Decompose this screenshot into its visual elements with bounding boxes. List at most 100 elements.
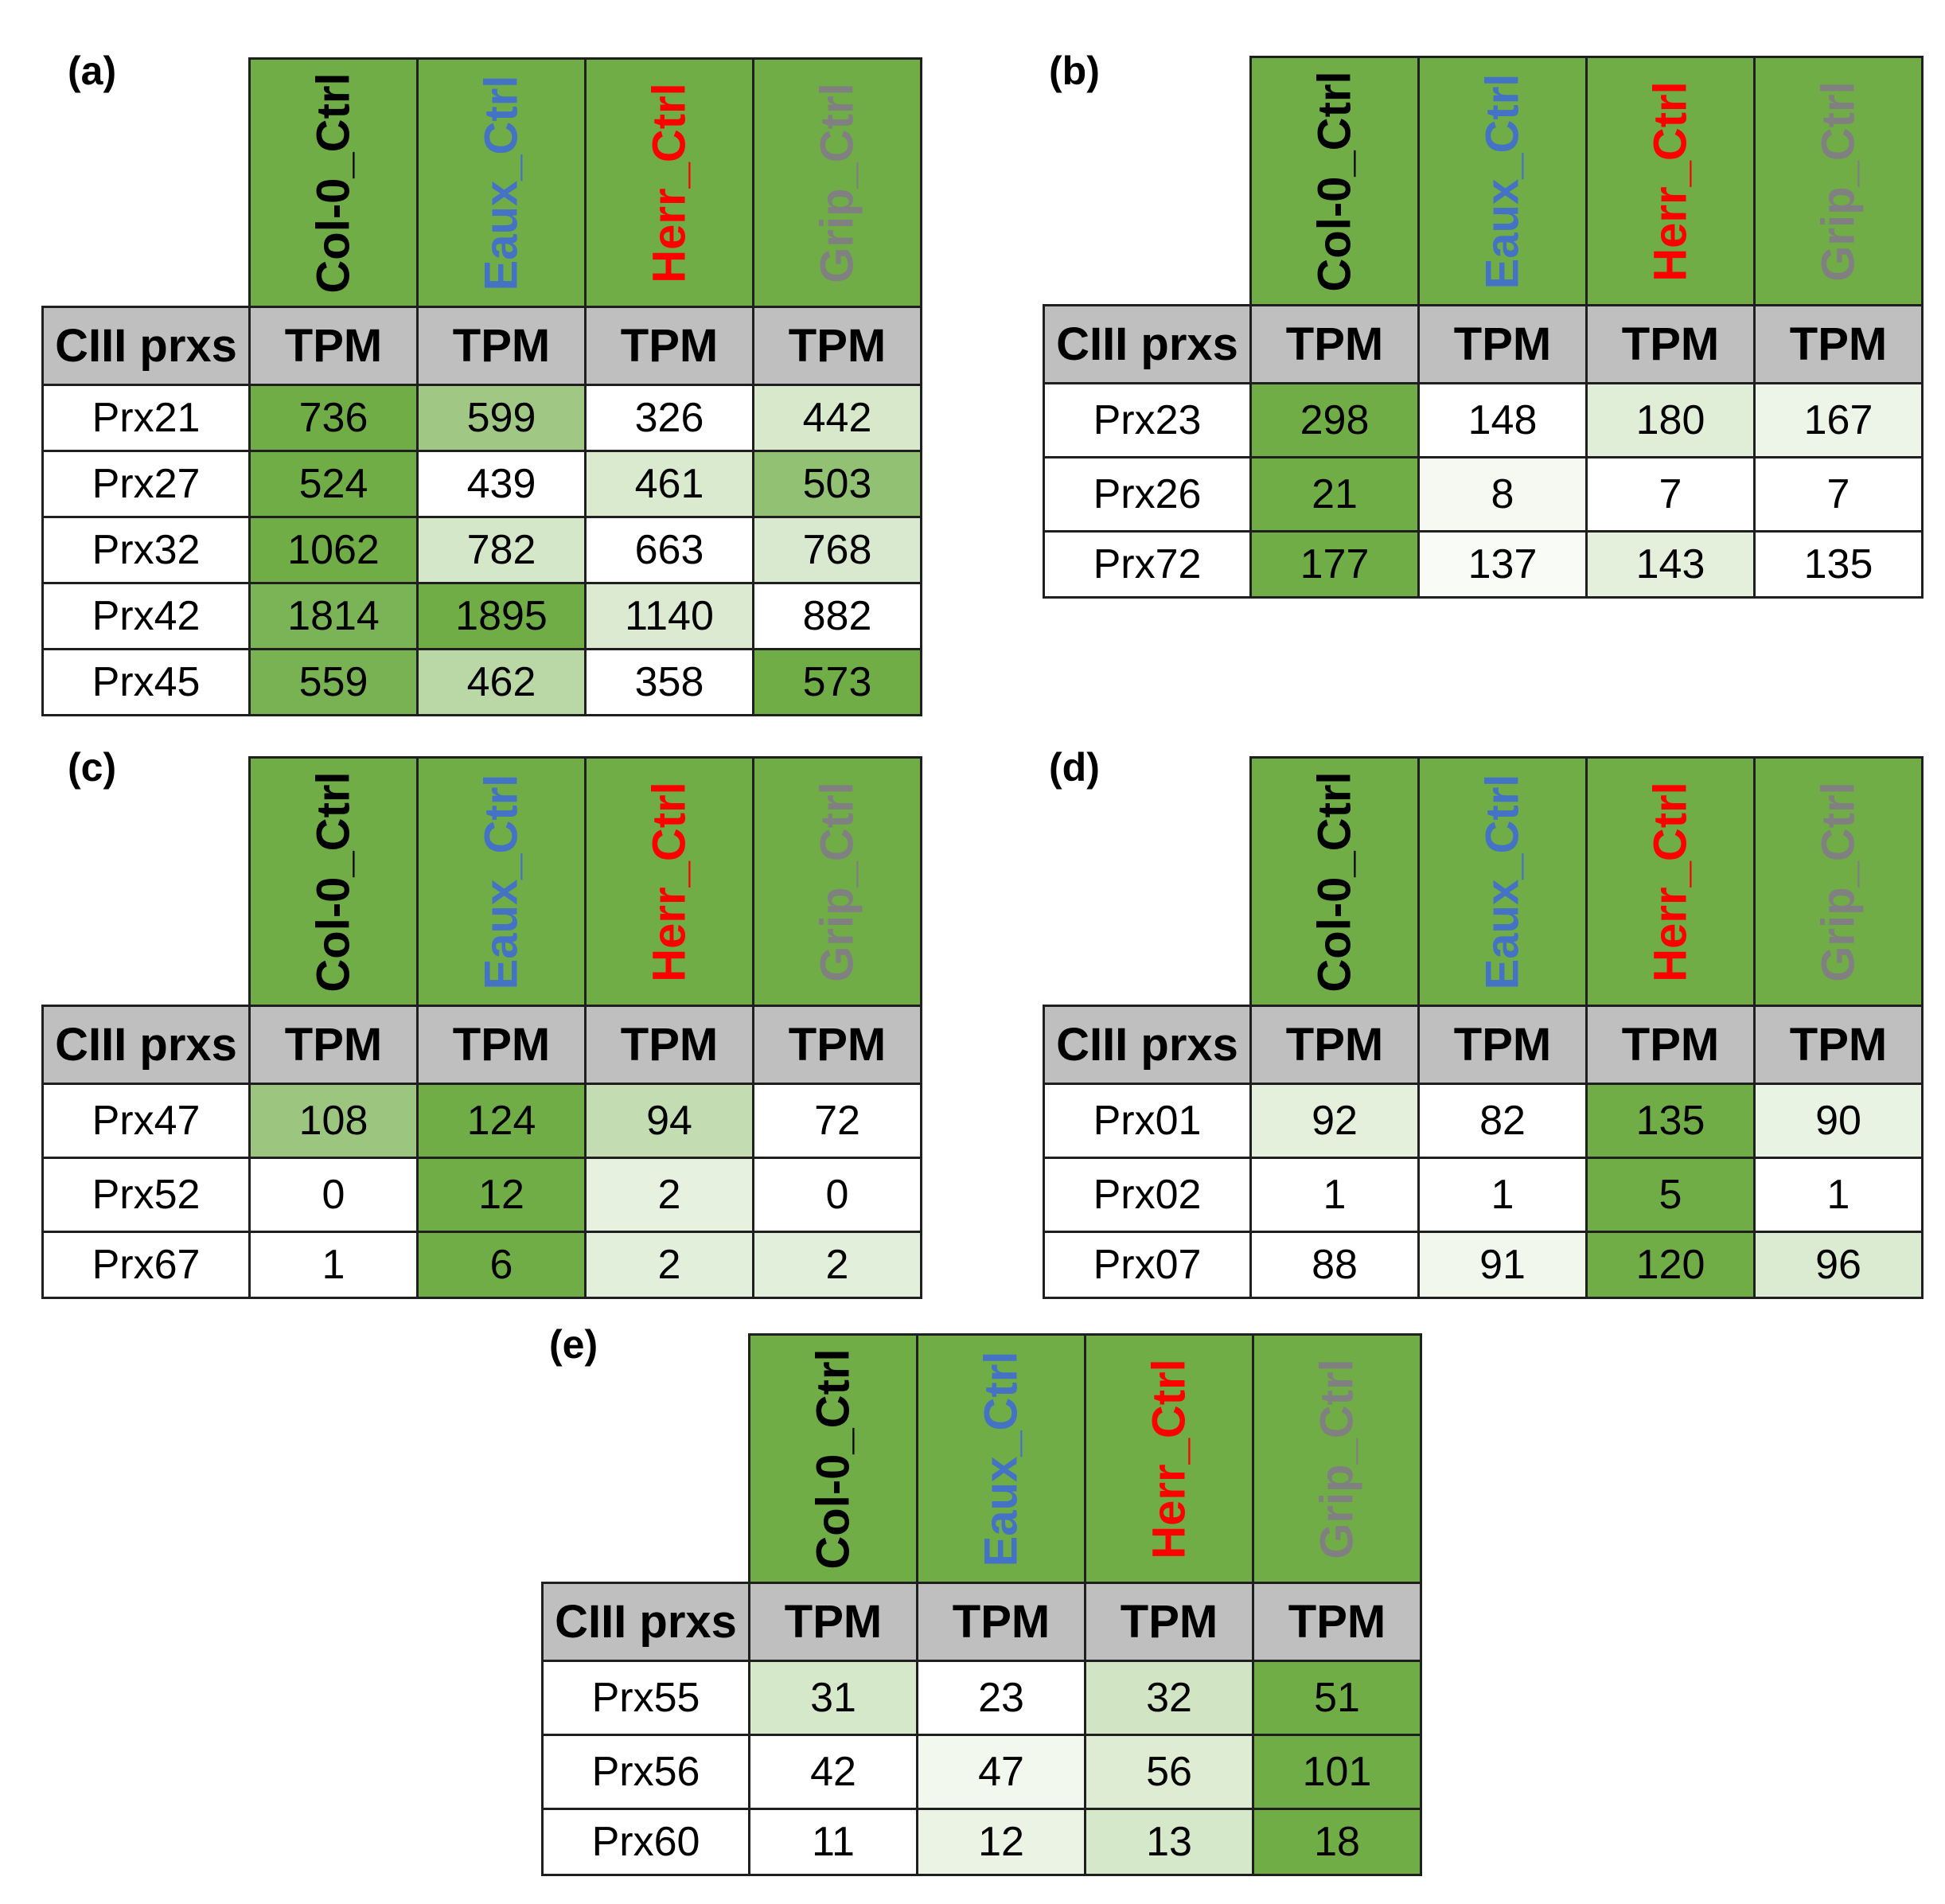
value-cell: 2 bbox=[584, 1231, 754, 1299]
column-header-herr-ctrl: Herr_Ctrl bbox=[584, 57, 754, 308]
value-cell: 31 bbox=[748, 1660, 918, 1736]
column-header-herr-ctrl: Herr_Ctrl bbox=[584, 756, 754, 1007]
unit-label: TPM bbox=[1753, 304, 1924, 384]
row-label: Prx47 bbox=[41, 1083, 251, 1159]
value-cell: 42 bbox=[748, 1734, 918, 1810]
column-header-col-0-ctrl: Col-0_Ctrl bbox=[248, 756, 419, 1007]
value-cell: 1814 bbox=[248, 582, 419, 650]
column-header-eaux-ctrl: Eaux_Ctrl bbox=[1417, 756, 1588, 1007]
value-cell: 1 bbox=[1417, 1157, 1588, 1233]
value-cell: 6 bbox=[416, 1231, 587, 1299]
column-header-label: Col-0_Ctrl bbox=[307, 72, 360, 294]
value-cell: 180 bbox=[1585, 382, 1756, 458]
value-cell: 1895 bbox=[416, 582, 587, 650]
value-cell: 92 bbox=[1249, 1083, 1420, 1159]
value-cell: 94 bbox=[584, 1083, 754, 1159]
row-label: Prx42 bbox=[41, 582, 251, 650]
column-header-label: Eaux_Ctrl bbox=[975, 1351, 1027, 1567]
value-cell: 137 bbox=[1417, 530, 1588, 599]
panel-label: (e) bbox=[549, 1322, 598, 1367]
column-header-grip-ctrl: Grip_Ctrl bbox=[752, 756, 922, 1007]
value-cell: 2 bbox=[752, 1231, 922, 1299]
column-header-label: Grip_Ctrl bbox=[1311, 1358, 1363, 1559]
column-header-label: Eaux_Ctrl bbox=[1476, 774, 1529, 989]
value-cell: 462 bbox=[416, 648, 587, 716]
value-cell: 120 bbox=[1585, 1231, 1756, 1299]
value-cell: 1 bbox=[1249, 1157, 1420, 1233]
value-cell: 21 bbox=[1249, 456, 1420, 533]
unit-label: TPM bbox=[584, 306, 754, 386]
value-cell: 135 bbox=[1585, 1083, 1756, 1159]
unit-label: TPM bbox=[1249, 304, 1420, 384]
row-label: Prx01 bbox=[1043, 1083, 1252, 1159]
column-header-label: Herr_Ctrl bbox=[1644, 781, 1697, 982]
value-cell: 12 bbox=[916, 1808, 1086, 1876]
row-header-label: CIII prxs bbox=[541, 1582, 750, 1662]
column-header-label: Grip_Ctrl bbox=[1812, 80, 1865, 282]
row-header-label: CIII prxs bbox=[41, 306, 251, 386]
row-label: Prx56 bbox=[541, 1734, 750, 1810]
column-header-label: Eaux_Ctrl bbox=[475, 774, 528, 989]
value-cell: 167 bbox=[1753, 382, 1924, 458]
column-header-grip-ctrl: Grip_Ctrl bbox=[752, 57, 922, 308]
column-header-label: Grip_Ctrl bbox=[1812, 781, 1865, 982]
row-label: Prx02 bbox=[1043, 1157, 1252, 1233]
value-cell: 91 bbox=[1417, 1231, 1588, 1299]
column-header-col-0-ctrl: Col-0_Ctrl bbox=[748, 1333, 918, 1584]
value-cell: 1 bbox=[1753, 1157, 1924, 1233]
value-cell: 56 bbox=[1084, 1734, 1254, 1810]
row-header-label: CIII prxs bbox=[41, 1005, 251, 1085]
row-label: Prx23 bbox=[1043, 382, 1252, 458]
unit-label: TPM bbox=[748, 1582, 918, 1662]
value-cell: 124 bbox=[416, 1083, 587, 1159]
value-cell: 32 bbox=[1084, 1660, 1254, 1736]
column-header-col-0-ctrl: Col-0_Ctrl bbox=[1249, 756, 1420, 1007]
column-header-label: Grip_Ctrl bbox=[811, 82, 863, 283]
column-header-label: Herr_Ctrl bbox=[643, 82, 696, 283]
value-cell: 51 bbox=[1252, 1660, 1422, 1736]
row-label: Prx26 bbox=[1043, 456, 1252, 533]
column-header-eaux-ctrl: Eaux_Ctrl bbox=[416, 57, 587, 308]
value-cell: 1140 bbox=[584, 582, 754, 650]
value-cell: 5 bbox=[1585, 1157, 1756, 1233]
value-cell: 108 bbox=[248, 1083, 419, 1159]
column-header-label: Eaux_Ctrl bbox=[1476, 73, 1529, 289]
value-cell: 177 bbox=[1249, 530, 1420, 599]
row-label: Prx07 bbox=[1043, 1231, 1252, 1299]
unit-label: TPM bbox=[1252, 1582, 1422, 1662]
value-cell: 442 bbox=[752, 384, 922, 452]
column-header-grip-ctrl: Grip_Ctrl bbox=[1252, 1333, 1422, 1584]
unit-label: TPM bbox=[584, 1005, 754, 1085]
value-cell: 573 bbox=[752, 648, 922, 716]
value-cell: 0 bbox=[248, 1157, 419, 1233]
value-cell: 82 bbox=[1417, 1083, 1588, 1159]
row-header-label: CIII prxs bbox=[1043, 1005, 1252, 1085]
value-cell: 663 bbox=[584, 516, 754, 584]
column-header-label: Col-0_Ctrl bbox=[1308, 70, 1361, 292]
column-header-herr-ctrl: Herr_Ctrl bbox=[1084, 1333, 1254, 1584]
panel-label: (c) bbox=[68, 745, 117, 790]
row-label: Prx52 bbox=[41, 1157, 251, 1233]
value-cell: 0 bbox=[752, 1157, 922, 1233]
unit-label: TPM bbox=[1417, 1005, 1588, 1085]
row-label: Prx27 bbox=[41, 450, 251, 518]
value-cell: 559 bbox=[248, 648, 419, 716]
value-cell: 7 bbox=[1585, 456, 1756, 533]
value-cell: 7 bbox=[1753, 456, 1924, 533]
value-cell: 101 bbox=[1252, 1734, 1422, 1810]
value-cell: 11 bbox=[748, 1808, 918, 1876]
unit-label: TPM bbox=[1753, 1005, 1924, 1085]
row-header-label: CIII prxs bbox=[1043, 304, 1252, 384]
panel-label: (d) bbox=[1049, 745, 1100, 790]
unit-label: TPM bbox=[1249, 1005, 1420, 1085]
value-cell: 96 bbox=[1753, 1231, 1924, 1299]
column-header-label: Col-0_Ctrl bbox=[807, 1348, 859, 1570]
value-cell: 8 bbox=[1417, 456, 1588, 533]
row-label: Prx55 bbox=[541, 1660, 750, 1736]
unit-label: TPM bbox=[752, 306, 922, 386]
value-cell: 358 bbox=[584, 648, 754, 716]
unit-label: TPM bbox=[416, 306, 587, 386]
unit-label: TPM bbox=[916, 1582, 1086, 1662]
unit-label: TPM bbox=[1084, 1582, 1254, 1662]
column-header-label: Eaux_Ctrl bbox=[475, 75, 528, 291]
